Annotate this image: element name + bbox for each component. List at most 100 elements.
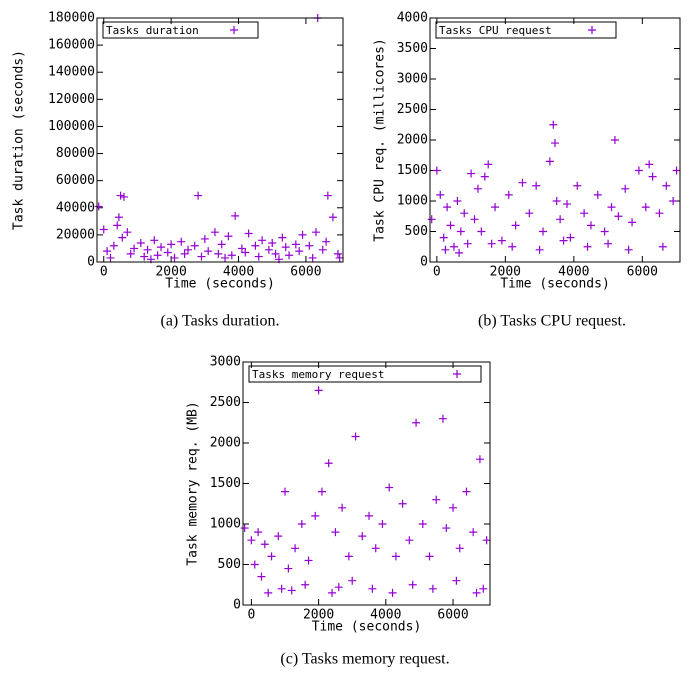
point: [197, 252, 206, 261]
y-tick-label: 180000: [48, 11, 95, 26]
point: [331, 528, 340, 537]
point: [221, 253, 230, 262]
point: [559, 236, 568, 245]
point: [425, 552, 434, 561]
y-tick-label: 20000: [56, 227, 95, 242]
point: [432, 495, 441, 504]
point: [491, 203, 500, 212]
x-tick-label: 2000: [490, 265, 521, 280]
point: [323, 191, 332, 200]
point: [511, 221, 520, 230]
point: [274, 532, 283, 541]
point: [455, 544, 464, 553]
y-axis-label: Task duration (seconds): [12, 50, 27, 230]
plot-frame: [429, 17, 681, 263]
y-axis-label: Task memory req. (MB): [186, 401, 201, 565]
point: [480, 172, 489, 181]
legend-box: [102, 21, 259, 39]
point: [114, 213, 123, 222]
point: [190, 241, 199, 250]
point: [545, 157, 554, 166]
point: [378, 520, 387, 528]
point: [371, 544, 380, 553]
point: [586, 221, 595, 230]
point: [600, 227, 609, 236]
caption: (b) Tasks CPU request.: [478, 313, 626, 330]
point: [427, 215, 436, 224]
point: [525, 209, 534, 218]
y-tick-label: 160000: [48, 38, 95, 53]
point: [240, 524, 249, 533]
x-tick-label: 4000: [370, 608, 401, 623]
point: [312, 228, 321, 237]
point: [551, 139, 559, 148]
point: [333, 249, 342, 258]
point: [163, 248, 172, 257]
point: [106, 253, 115, 262]
point: [460, 209, 469, 218]
point: [518, 178, 527, 187]
point: [278, 233, 287, 242]
point: [116, 191, 125, 200]
point: [126, 249, 135, 258]
point: [130, 244, 139, 253]
point: [328, 213, 337, 222]
y-tick-label: 2000: [210, 436, 241, 451]
point: [291, 544, 300, 553]
y-tick-label: 0: [87, 255, 95, 270]
point: [628, 218, 637, 227]
point: [119, 192, 128, 201]
point: [194, 191, 203, 200]
plot-frame: [242, 361, 491, 606]
y-tick-label: 3000: [397, 72, 428, 87]
x-tick-label: 6000: [290, 265, 321, 280]
point: [532, 181, 541, 190]
point: [285, 251, 294, 260]
point: [470, 215, 479, 224]
x-tick-label: 4000: [558, 265, 589, 280]
y-tick-label: 1000: [397, 194, 428, 209]
point: [318, 245, 327, 254]
x-axis-label: Time (seconds): [165, 277, 275, 292]
point: [281, 487, 290, 496]
y-tick-label: 1500: [397, 163, 428, 178]
point: [473, 184, 482, 193]
point: [398, 499, 407, 508]
point: [287, 586, 296, 595]
point: [267, 552, 276, 561]
plot-frame: [96, 17, 344, 263]
point: [227, 251, 236, 260]
x-axis-label: Time (seconds): [312, 620, 422, 635]
point: [472, 588, 481, 597]
point: [358, 532, 367, 541]
point: [180, 249, 189, 258]
legend-box: [248, 365, 482, 383]
point: [443, 203, 452, 212]
y-tick-label: 0: [233, 598, 241, 613]
point: [456, 227, 465, 236]
y-tick-label: 1500: [210, 476, 241, 491]
point: [258, 236, 267, 245]
caption: (c) Tasks memory request.: [280, 651, 449, 668]
point: [583, 242, 592, 251]
point: [365, 511, 374, 520]
point: [388, 588, 397, 597]
point: [439, 233, 448, 242]
point: [260, 540, 269, 549]
point: [231, 211, 240, 220]
y-tick-label: 1000: [210, 517, 241, 532]
caption: (a) Tasks duration.: [161, 313, 280, 330]
point: [463, 239, 472, 248]
point: [467, 169, 476, 178]
point: [308, 253, 317, 262]
point: [428, 584, 437, 593]
point: [449, 503, 458, 512]
point: [469, 528, 478, 537]
point: [118, 233, 127, 242]
point: [317, 487, 326, 496]
point: [432, 166, 441, 175]
point: [462, 487, 471, 496]
point: [658, 242, 667, 251]
point: [311, 511, 320, 520]
point: [580, 209, 589, 218]
